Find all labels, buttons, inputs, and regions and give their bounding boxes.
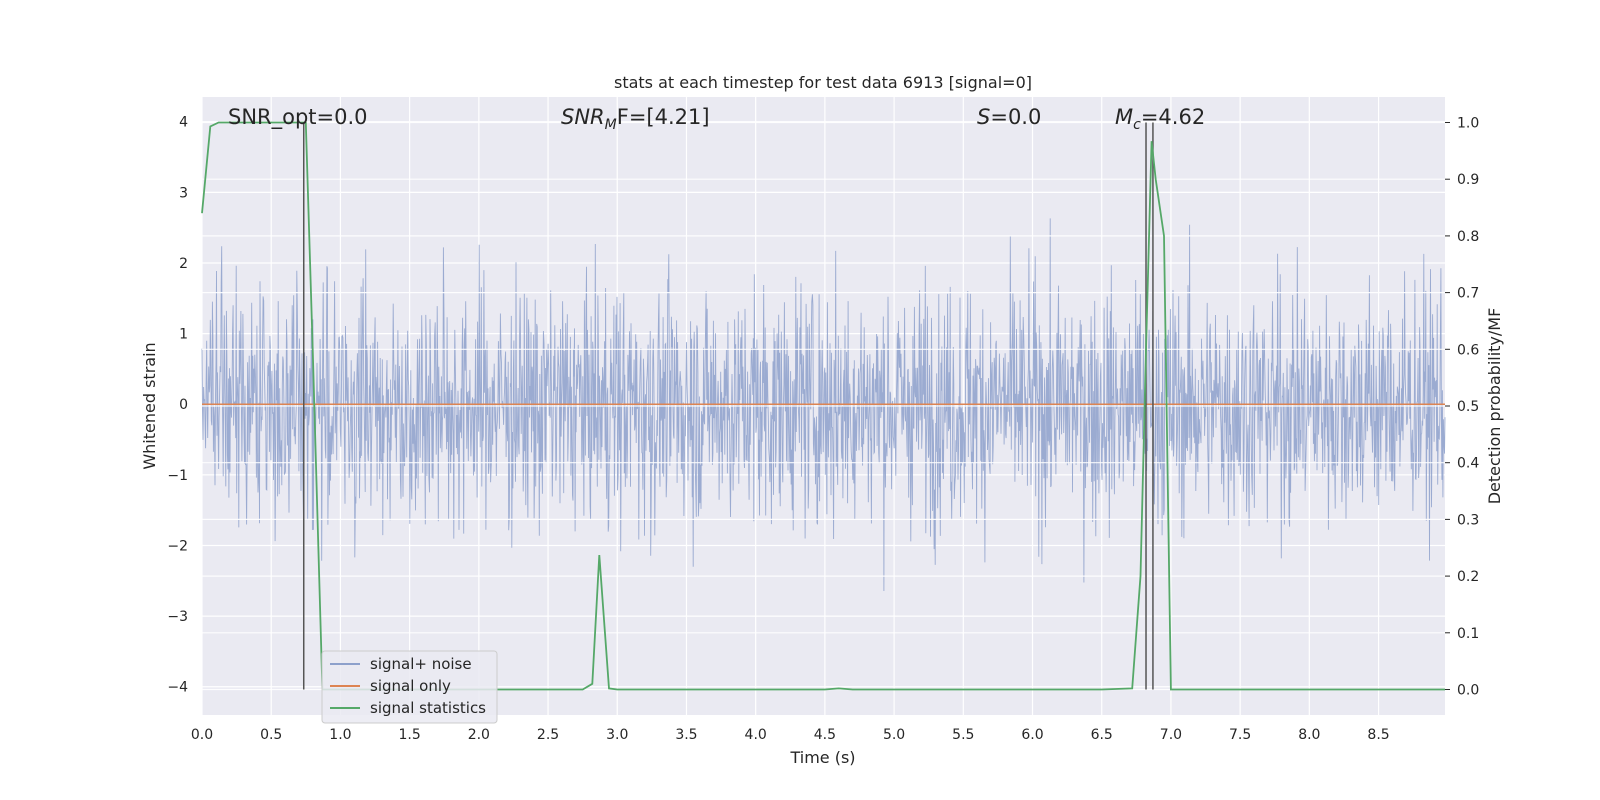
x-tick-label: 3.5	[675, 727, 697, 743]
y-tick-label: 3	[179, 185, 188, 201]
x-tick-label: 4.0	[745, 727, 767, 743]
y2-axis-label: Detection probability/MF	[1485, 308, 1504, 505]
legend-label-signal-noise: signal+ noise	[370, 655, 472, 673]
y2-tick-label: 1.0	[1457, 116, 1479, 132]
y2-tick-label: 0.0	[1457, 682, 1479, 698]
series-lines	[201, 121, 1445, 691]
x-tick-label: 0.0	[191, 727, 213, 743]
y-tick-labels: −4 −3 −2 −1 0 1 2 3 4	[167, 115, 188, 696]
y-tick-label: 1	[179, 327, 188, 343]
x-tick-label: 2.5	[537, 727, 559, 743]
x-tick-label: 7.0	[1160, 727, 1182, 743]
legend-label-signal-statistics: signal statistics	[370, 699, 486, 717]
snr-mf-suffix: F=[4.21]	[617, 105, 710, 129]
annotation-snr-opt: SNR_opt=0.0	[228, 105, 368, 130]
signal-statistics-line	[201, 121, 1445, 691]
x-tick-labels: 0.0 0.5 1.0 1.5 2.0 2.5 3.0 3.5 4.0 4.5 5.0 5.5 6.0 6…	[191, 727, 1390, 743]
x-tick-label: 5.0	[883, 727, 905, 743]
x-tick-label: 7.5	[1229, 727, 1251, 743]
y2-tick-label: 0.8	[1457, 229, 1479, 245]
x-tick-label: 2.0	[468, 727, 490, 743]
annotation-s: S=0.0	[977, 105, 1041, 129]
chart-title: stats at each timestep for test data 691…	[614, 73, 1032, 92]
x-tick-label: 6.0	[1021, 727, 1043, 743]
y2-tick-label: 0.4	[1457, 456, 1479, 472]
y2-tick-label: 0.3	[1457, 512, 1479, 528]
x-tick-label: 0.5	[260, 727, 282, 743]
y2-tick-label: 0.7	[1457, 286, 1479, 302]
mc-prefix: M	[1115, 105, 1133, 129]
x-tick-label: 1.0	[329, 727, 351, 743]
s-prefix: S	[977, 105, 990, 129]
annotation-mc: Mc=4.62	[1115, 105, 1205, 133]
snr-mf-prefix: SNR	[561, 105, 605, 129]
y2-tick-label: 0.9	[1457, 172, 1479, 188]
legend-box	[321, 650, 498, 724]
x-tick-label: 3.0	[606, 727, 628, 743]
signal-plus-noise-line	[201, 218, 1446, 592]
mc-suffix: =4.62	[1141, 105, 1205, 129]
annotation-snr-mf: SNRMF=[4.21]	[561, 105, 710, 133]
x-tick-label: 8.0	[1298, 727, 1320, 743]
x-axis-label: Time (s)	[789, 748, 855, 767]
series-signal-plus-noise	[201, 121, 1446, 691]
x-tick-label: 5.5	[952, 727, 974, 743]
y2-tick-label: 0.6	[1457, 342, 1479, 358]
legend-label-signal-only: signal only	[370, 677, 451, 695]
legend: signal+ noise signal only signal statist…	[321, 650, 498, 724]
y-tick-label: 0	[179, 397, 188, 413]
y2-tick-label: 0.1	[1457, 626, 1479, 642]
mc-subscript: c	[1133, 117, 1141, 133]
x-tick-label: 6.5	[1091, 727, 1113, 743]
y-tick-label: 4	[179, 115, 188, 131]
y2-tick-label: 0.5	[1457, 399, 1479, 415]
x-tick-label: 4.5	[814, 727, 836, 743]
x-tick-label: 8.5	[1367, 727, 1389, 743]
y-tick-label: −1	[167, 468, 188, 484]
y-tick-label: −4	[167, 680, 188, 696]
x-tick-label: 1.5	[398, 727, 420, 743]
snr-mf-subscript: M	[605, 117, 617, 133]
y-tick-label: −2	[167, 538, 188, 554]
y-tick-label: 2	[179, 256, 188, 272]
y2-tick-labels: 0.0 0.1 0.2 0.3 0.4 0.5 0.6 0.7 0.8 0.9 1.0	[1445, 116, 1479, 698]
y-axis-label: Whitened strain	[140, 342, 159, 469]
s-suffix: =0.0	[990, 105, 1041, 129]
y2-tick-label: 0.2	[1457, 569, 1479, 585]
y-tick-label: −3	[167, 609, 188, 625]
